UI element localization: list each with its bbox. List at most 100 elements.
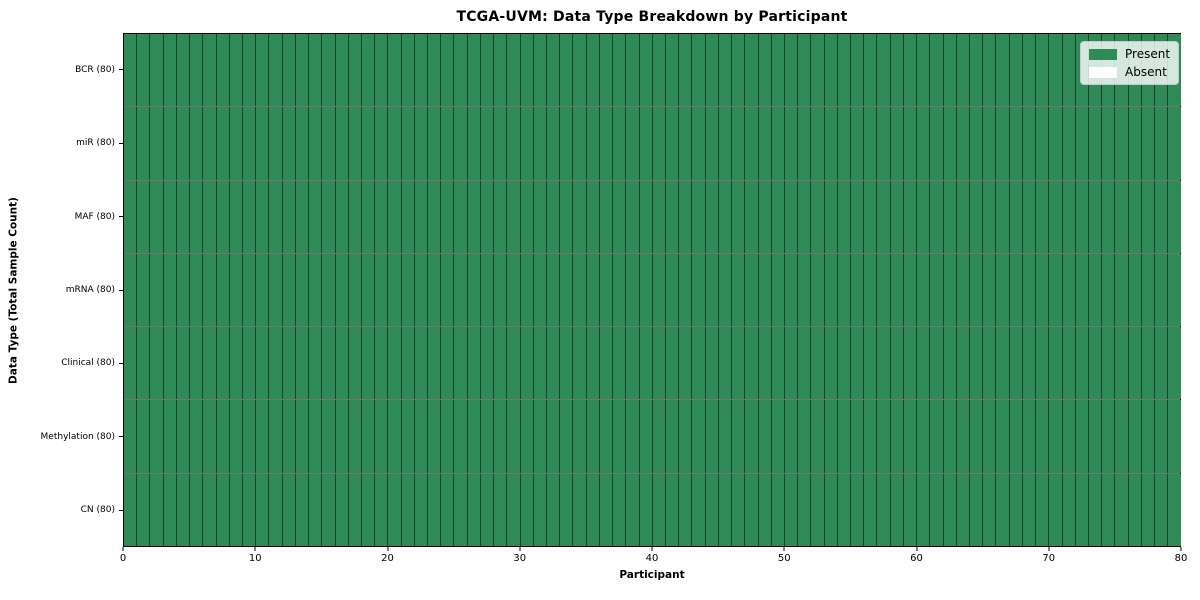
heatmap-cell [269, 253, 283, 327]
heatmap-row-bcr [124, 34, 1181, 108]
heatmap-cell [375, 473, 389, 546]
heatmap-cell [480, 107, 495, 180]
heatmap-cell [533, 180, 547, 253]
heatmap-cell [1141, 107, 1156, 180]
heatmap-cell [639, 107, 653, 180]
heatmap-cell [1075, 180, 1089, 253]
heatmap-cell [877, 180, 891, 253]
heatmap-cell [441, 107, 455, 180]
heatmap-cell [573, 327, 587, 400]
heatmap-cell [758, 400, 772, 473]
heatmap-cell [956, 400, 970, 473]
heatmap-cell [348, 180, 362, 253]
heatmap-cell [586, 180, 600, 253]
heatmap-cell [335, 327, 349, 400]
heatmap-cell [811, 473, 825, 546]
heatmap-cell [890, 473, 904, 546]
heatmap-cell [1088, 107, 1103, 180]
heatmap-cell [1102, 473, 1116, 546]
heatmap-cell [348, 107, 362, 180]
x-tick-label: 50 [777, 553, 791, 564]
heatmap-cell [1036, 34, 1050, 107]
heatmap-cell [798, 473, 812, 546]
heatmap-cell [176, 253, 191, 327]
heatmap-cell [837, 253, 852, 327]
heatmap-cell [573, 400, 587, 473]
heatmap-cell [903, 180, 918, 253]
heatmap-cell [203, 34, 217, 107]
heatmap-cell [269, 473, 283, 546]
heatmap-cell [507, 400, 521, 473]
heatmap-cell [917, 180, 931, 253]
heatmap-cell [375, 400, 389, 473]
heatmap-cell [771, 107, 785, 180]
heatmap-cell [824, 400, 838, 473]
heatmap-cell [784, 180, 799, 253]
heatmap-cell [401, 34, 415, 107]
heatmap-cell [335, 400, 349, 473]
heatmap-cell [1075, 253, 1089, 327]
heatmap-cell [295, 180, 310, 253]
heatmap-cell [824, 473, 838, 546]
heatmap-cell [242, 400, 257, 473]
heatmap-cell [599, 34, 614, 107]
heatmap-cell [890, 180, 904, 253]
x-tick-label: 10 [248, 553, 262, 564]
heatmap-cell [1168, 180, 1181, 253]
heatmap-cell [1128, 327, 1142, 400]
heatmap-cell [784, 253, 799, 327]
legend-swatch-absent [1089, 66, 1117, 78]
x-axis-label: Participant [619, 569, 685, 581]
heatmap-cell [943, 180, 957, 253]
heatmap-cell [190, 473, 204, 546]
heatmap-cell [560, 400, 574, 473]
heatmap-cell [639, 180, 653, 253]
heatmap-cell [639, 327, 653, 400]
heatmap-cell [480, 400, 495, 473]
heatmap-cell [877, 253, 891, 327]
legend-swatch-present [1089, 48, 1117, 60]
heatmap-cell [467, 473, 481, 546]
heatmap-cell [1141, 473, 1156, 546]
heatmap-cell [1036, 400, 1050, 473]
heatmap-cell [414, 473, 429, 546]
heatmap-cell [771, 400, 785, 473]
heatmap-cell [150, 473, 164, 546]
heatmap-cell [983, 34, 997, 107]
heatmap-cell [890, 34, 904, 107]
heatmap-cell [361, 400, 376, 473]
heatmap-cell [811, 400, 825, 473]
heatmap-cell [837, 34, 852, 107]
heatmap-cell [309, 253, 323, 327]
heatmap-cell [242, 327, 257, 400]
heatmap-cell [388, 473, 402, 546]
heatmap-cell [679, 327, 693, 400]
heatmap-cell [705, 253, 719, 327]
heatmap-cell [414, 107, 429, 180]
heatmap-cell [652, 327, 666, 400]
heatmap-cell [282, 180, 296, 253]
x-tick-label: 20 [381, 553, 394, 564]
heatmap-cell [1036, 180, 1050, 253]
heatmap-cell [229, 107, 243, 180]
heatmap-cell [494, 327, 508, 400]
heatmap-cell [520, 473, 534, 546]
heatmap-cell [639, 253, 653, 327]
heatmap-cell [176, 34, 191, 107]
heatmap-cell [811, 253, 825, 327]
heatmap-cell [771, 327, 785, 400]
heatmap-cell [269, 34, 283, 107]
heatmap-cell [613, 180, 627, 253]
heatmap-cell [203, 180, 217, 253]
heatmap-cell [124, 473, 138, 546]
x-tick [1180, 547, 1182, 551]
heatmap-cell [507, 473, 521, 546]
heatmap-cell [309, 107, 323, 180]
x-tick-label: 40 [645, 553, 659, 564]
heatmap-cell [203, 107, 217, 180]
heatmap-cell [137, 400, 151, 473]
heatmap-cell [375, 107, 389, 180]
heatmap-row-mrna [124, 253, 1181, 328]
heatmap-cell [467, 400, 481, 473]
heatmap-cell [1141, 180, 1156, 253]
